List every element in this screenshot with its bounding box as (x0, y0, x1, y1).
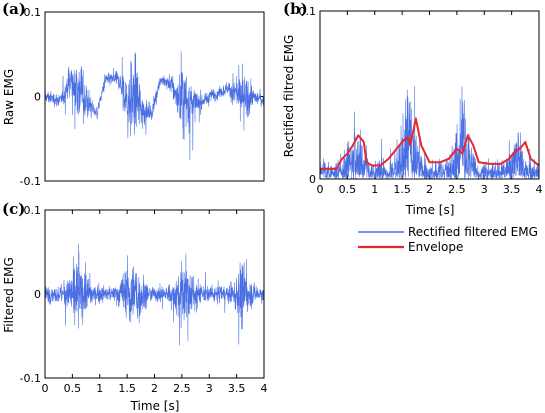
envelope-line (320, 117, 539, 170)
xtick-label: 3.5 (228, 382, 246, 395)
panel-c-xticks: 0 0.5 1 1.5 2 2.5 3 3.5 4 (42, 210, 268, 395)
xtick-label: 0 (42, 382, 49, 395)
legend: Rectified filtered EMG Envelope (358, 225, 538, 254)
panel-c-letter: (c) (2, 200, 25, 218)
panel-b-xticks: 0 0.5 1 1.5 2 2.5 3 3.5 4 (317, 11, 543, 196)
xtick-label: 1 (371, 183, 378, 196)
xtick-label: 1 (96, 382, 103, 395)
xtick-label: 4 (536, 183, 543, 196)
panel-a-plot-area (45, 51, 264, 160)
panel-b-frame (319, 10, 540, 180)
panel-a-ylabel: Raw EMG (2, 69, 16, 125)
panel-b-plot-area (320, 86, 539, 179)
filtered-emg-line (45, 243, 264, 346)
panel-a-frame (44, 11, 265, 182)
ytick-label: -0.1 (20, 372, 41, 385)
xtick-label: 3 (206, 382, 213, 395)
xtick-label: 2.5 (173, 382, 191, 395)
xtick-label: 3.5 (503, 183, 521, 196)
xtick-label: 4 (261, 382, 268, 395)
ytick-label: 0 (34, 288, 41, 301)
panel-b-letter: (b) (283, 0, 308, 18)
panel-c-plot-area (45, 243, 264, 346)
panel-a-yticks: -0.1 0 0.1 (20, 6, 264, 188)
panel-b-ylabel: Rectified filtred EMG (282, 35, 296, 158)
legend-label-envelope: Envelope (408, 240, 463, 254)
panel-b-series (320, 86, 539, 179)
xtick-label: 3 (481, 183, 488, 196)
ytick-label: 0.1 (24, 204, 42, 217)
rectified-emg-line (320, 86, 539, 179)
panel-a-series (45, 51, 264, 160)
panel-c-ylabel: Filtered EMG (2, 257, 16, 333)
xtick-label: 0 (317, 183, 324, 196)
legend-label-rectified: Rectified filtered EMG (408, 225, 538, 239)
ytick-label: 0 (309, 173, 316, 186)
panel-c-frame (44, 209, 265, 379)
xtick-label: 1.5 (118, 382, 136, 395)
panel-c-series (45, 243, 264, 346)
xtick-label: 2 (151, 382, 158, 395)
panel-b-xlabel: Time [s] (405, 203, 455, 217)
panel-a-raw-emg: (a) -0.1 0 0.1 Raw EMG (2, 0, 265, 188)
xtick-label: 1.5 (393, 183, 411, 196)
panel-c-xlabel: Time [s] (130, 399, 180, 413)
ytick-label: -0.1 (20, 175, 41, 188)
xtick-label: 2 (426, 183, 433, 196)
xtick-label: 0.5 (339, 183, 357, 196)
panel-a-letter: (a) (2, 0, 26, 18)
ytick-label: 0.1 (299, 5, 317, 18)
panel-b-rectified-emg: (b) 0 0.1 0 0.5 1 1.5 2 2.5 3 3.5 4 Rectified fil… (282, 0, 543, 217)
ytick-label: 0 (34, 91, 41, 104)
raw-emg-line (45, 51, 264, 160)
xtick-label: 2.5 (448, 183, 466, 196)
xtick-label: 0.5 (64, 382, 82, 395)
ytick-label: 0.1 (24, 6, 42, 19)
panel-c-filtered-emg: (c) -0.100.1 0 0.5 1 1.5 2 2.5 3 3.5 4 Filtered … (2, 200, 268, 413)
